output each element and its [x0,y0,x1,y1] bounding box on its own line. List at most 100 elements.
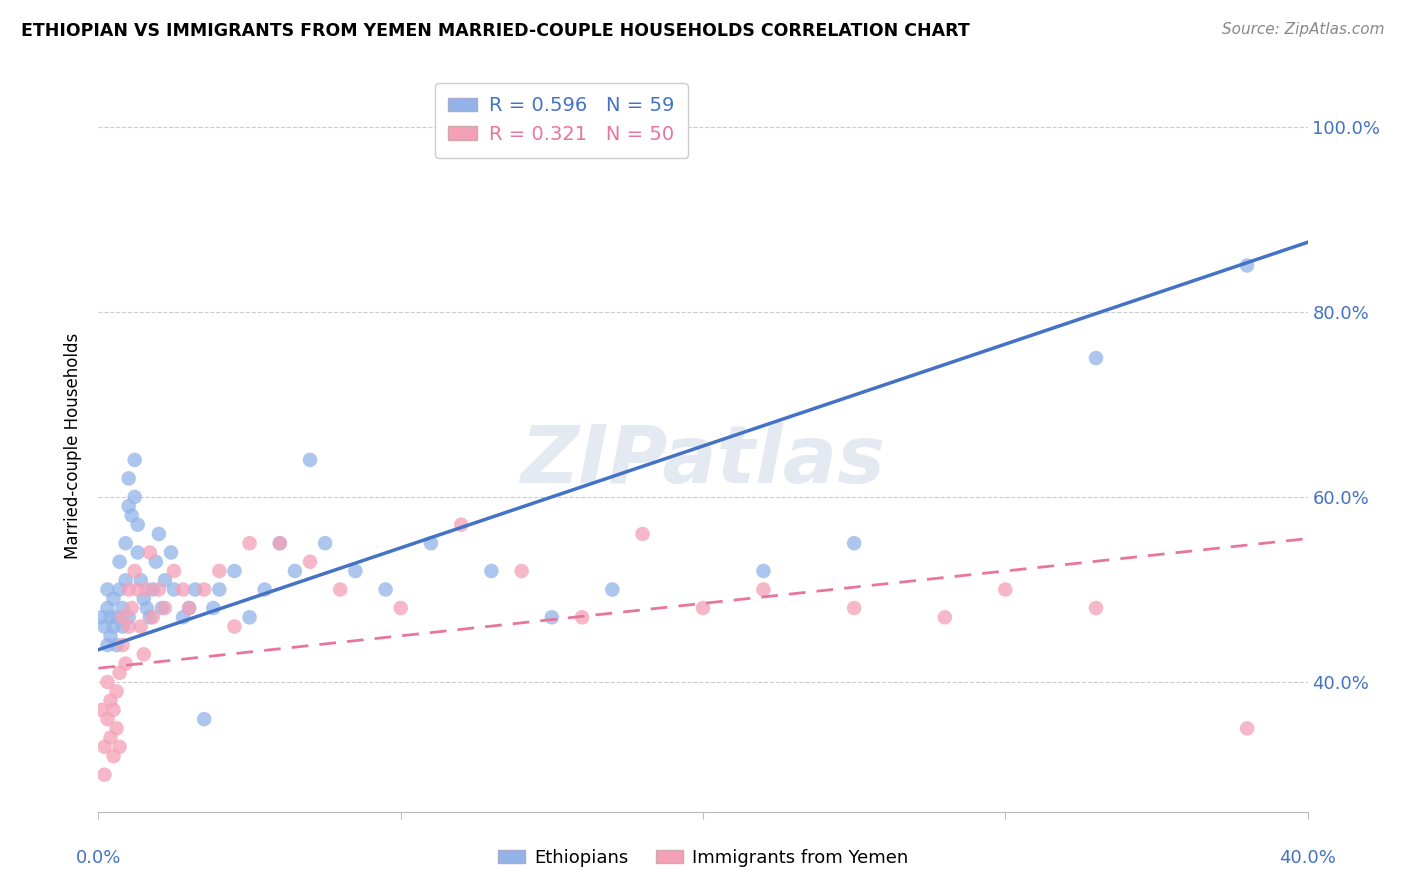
Point [114,536,136,550]
Y-axis label: Married-couple Households: Married-couple Households [63,333,82,559]
Text: Source: ZipAtlas.com: Source: ZipAtlas.com [1222,22,1385,37]
Point [114,657,136,671]
Point [118,619,141,633]
Point [314,536,336,550]
Point [111,601,134,615]
Point [510,564,533,578]
Point [631,527,654,541]
Point [100,731,122,745]
Point [121,508,143,523]
Point [118,499,141,513]
Point [481,564,503,578]
Point [172,610,194,624]
Point [100,610,122,624]
Text: ZIPatlas: ZIPatlas [520,422,886,500]
Point [100,629,122,643]
Point [127,545,149,559]
Point [1236,259,1258,273]
Point [111,610,134,624]
Point [124,564,146,578]
Point [96,712,118,726]
Point [163,582,186,597]
Point [253,582,276,597]
Point [93,767,115,781]
Point [193,582,215,597]
Point [179,601,201,615]
Point [179,601,201,615]
Point [105,722,128,736]
Point [239,610,262,624]
Point [96,638,118,652]
Point [994,582,1017,597]
Point [114,574,136,588]
Point [108,739,131,754]
Point [118,582,141,597]
Point [420,536,443,550]
Point [269,536,291,550]
Point [142,582,165,597]
Point [374,582,396,597]
Point [571,610,593,624]
Point [844,601,866,615]
Point [224,619,246,633]
Point [90,610,112,624]
Point [184,582,207,597]
Point [132,591,155,606]
Point [1085,601,1108,615]
Legend: Ethiopians, Immigrants from Yemen: Ethiopians, Immigrants from Yemen [491,842,915,874]
Point [121,601,143,615]
Point [118,610,141,624]
Point [105,638,128,652]
Point [111,638,134,652]
Point [299,453,322,467]
Point [602,582,624,597]
Point [269,536,291,550]
Point [844,536,866,550]
Point [344,564,367,578]
Point [153,574,176,588]
Point [96,675,118,690]
Point [148,527,170,541]
Point [135,582,157,597]
Point [202,601,225,615]
Point [239,536,262,550]
Point [129,619,152,633]
Point [540,610,562,624]
Point [103,703,125,717]
Text: 0.0%: 0.0% [76,849,121,867]
Point [692,601,714,615]
Text: 40.0%: 40.0% [1279,849,1336,867]
Point [111,619,134,633]
Point [142,610,165,624]
Point [389,601,412,615]
Point [153,601,176,615]
Point [93,739,115,754]
Point [90,703,112,717]
Point [105,684,128,698]
Point [108,665,131,680]
Point [96,601,118,615]
Point [450,517,472,532]
Point [124,490,146,504]
Point [160,545,183,559]
Point [145,555,167,569]
Point [100,693,122,707]
Point [129,574,152,588]
Point [299,555,322,569]
Legend: R = 0.596   N = 59, R = 0.321   N = 50: R = 0.596 N = 59, R = 0.321 N = 50 [434,83,688,158]
Point [118,471,141,485]
Point [163,564,186,578]
Point [135,601,157,615]
Point [127,582,149,597]
Point [93,619,115,633]
Point [124,453,146,467]
Point [934,610,956,624]
Point [108,582,131,597]
Point [208,564,231,578]
Point [1236,722,1258,736]
Text: ETHIOPIAN VS IMMIGRANTS FROM YEMEN MARRIED-COUPLE HOUSEHOLDS CORRELATION CHART: ETHIOPIAN VS IMMIGRANTS FROM YEMEN MARRI… [21,22,970,40]
Point [103,749,125,764]
Point [139,610,162,624]
Point [127,517,149,532]
Point [148,582,170,597]
